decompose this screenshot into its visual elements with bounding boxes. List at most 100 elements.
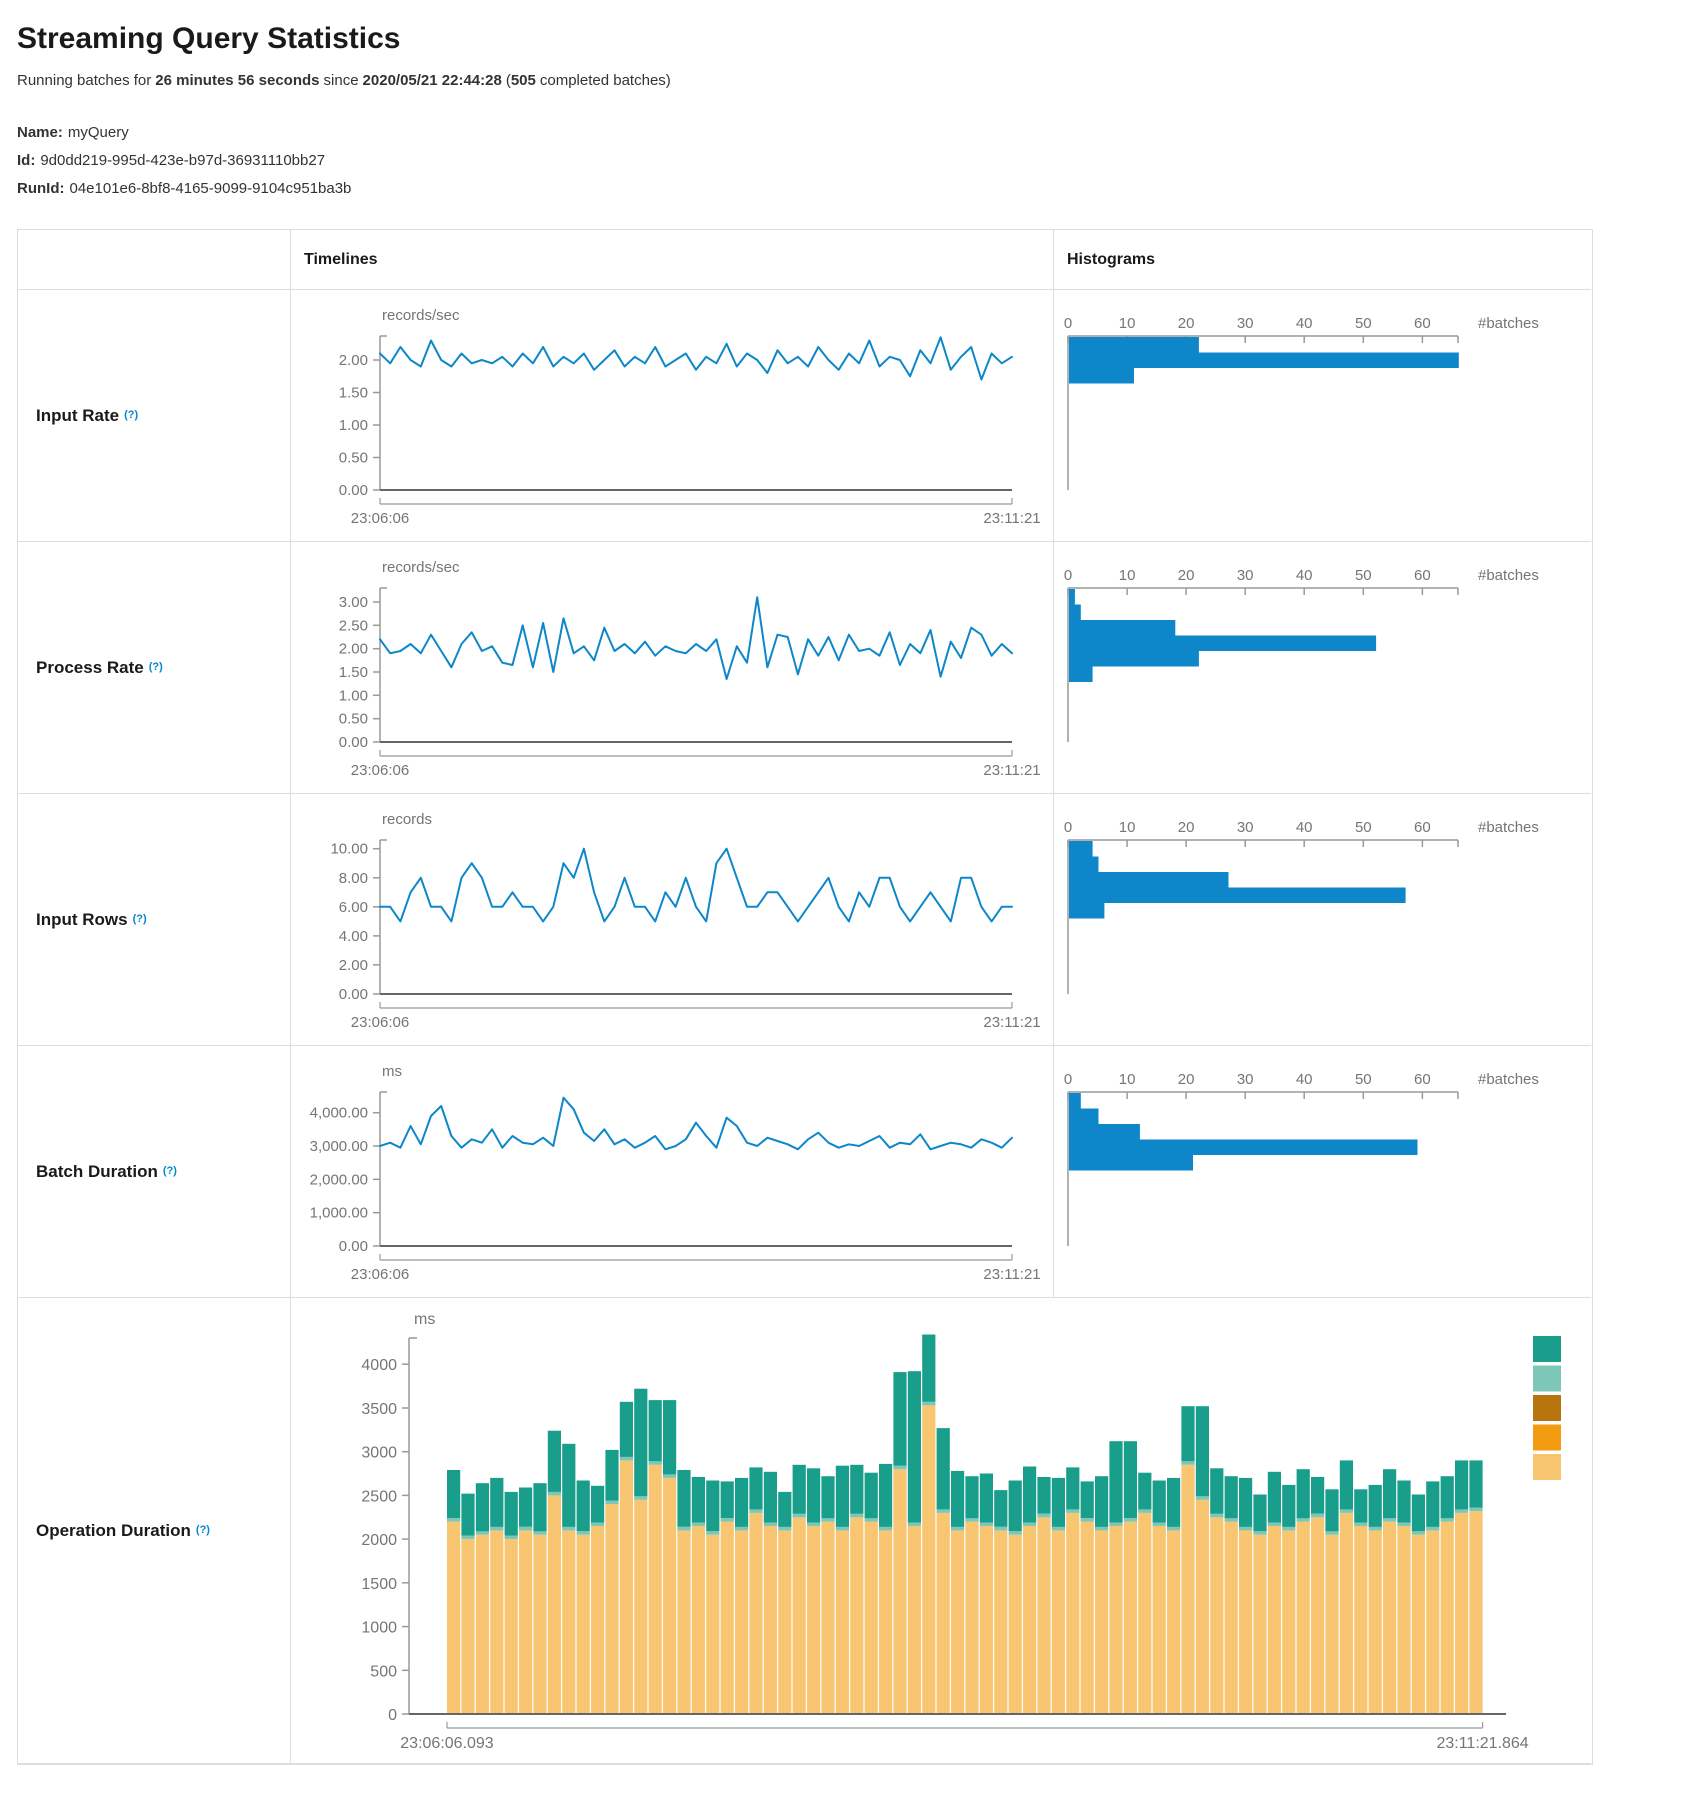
completed-batch-count: 505 [510, 72, 536, 89]
svg-text:3.00: 3.00 [339, 594, 368, 611]
svg-text:60: 60 [1414, 315, 1431, 332]
svg-text:23:06:06: 23:06:06 [351, 1266, 409, 1283]
statistics-table: Timelines Histograms Input Rate (?) recor… [17, 229, 1593, 1765]
svg-text:0: 0 [1064, 567, 1072, 584]
running-summary-text: Running batches for [17, 72, 152, 89]
svg-text:50: 50 [1355, 315, 1372, 332]
svg-text:10: 10 [1119, 819, 1136, 836]
input-rows-histogram-chart: 0 10 20 30 40 50 60 #batches [1054, 794, 1591, 1046]
svg-text:3500: 3500 [361, 1401, 397, 1418]
operation-duration-stacked-chart: ms 0 500 1000 1500 2000 2500 3000 3500 4000 23:06:… [291, 1298, 1591, 1764]
batch-duration-timeline-chart: ms 0.00 1,000.00 2,000.00 3,000.00 4,000.00 23… [291, 1046, 1054, 1298]
svg-text:2000: 2000 [361, 1532, 397, 1549]
query-runid-line: RunId: 04e101e6-8bf8-4165-9099-9104c951ba… [17, 175, 1693, 203]
svg-text:50: 50 [1355, 819, 1372, 836]
svg-text:4000: 4000 [361, 1357, 397, 1374]
svg-text:#batches: #batches [1478, 315, 1539, 332]
row-label-input-rows: Input Rows (?) [18, 794, 291, 1046]
header-histograms: Histograms [1054, 230, 1591, 290]
svg-text:1,000.00: 1,000.00 [310, 1205, 368, 1222]
svg-text:23:11:21: 23:11:21 [983, 762, 1040, 779]
running-summary: Running batches for 26 minutes 56 seconds… [17, 72, 1693, 89]
svg-text:50: 50 [1355, 567, 1372, 584]
start-timestamp: 2020/05/21 22:44:28 [362, 72, 502, 89]
process-rate-histogram-chart: 0 10 20 30 40 50 60 #batches [1054, 542, 1591, 794]
help-icon[interactable]: (?) [148, 660, 163, 673]
row-label-process-rate: Process Rate (?) [18, 542, 291, 794]
query-runid-label: RunId: [17, 180, 65, 197]
svg-text:2.00: 2.00 [339, 641, 368, 658]
query-id-value: 9d0dd219-995d-423e-b97d-36931110bb27 [40, 152, 326, 169]
svg-text:60: 60 [1414, 1071, 1431, 1088]
help-icon[interactable]: (?) [124, 408, 139, 421]
svg-text:0: 0 [1064, 1071, 1072, 1088]
svg-text:1.00: 1.00 [339, 417, 368, 434]
svg-text:23:06:06: 23:06:06 [351, 510, 409, 527]
svg-text:30: 30 [1237, 315, 1254, 332]
svg-text:8.00: 8.00 [339, 870, 368, 887]
svg-text:0.50: 0.50 [339, 450, 368, 467]
svg-text:4.00: 4.00 [339, 928, 368, 945]
input-rate-histogram-chart: 0 10 20 30 40 50 60 #batches [1054, 290, 1591, 542]
help-icon[interactable]: (?) [195, 1523, 210, 1536]
help-icon[interactable]: (?) [162, 1164, 177, 1177]
completed-batches-text: completed batches) [539, 72, 671, 89]
svg-text:1000: 1000 [361, 1620, 397, 1637]
svg-text:6.00: 6.00 [339, 899, 368, 916]
svg-text:0: 0 [1064, 315, 1072, 332]
svg-text:1.50: 1.50 [339, 664, 368, 681]
svg-text:0.00: 0.00 [339, 482, 368, 499]
svg-text:10: 10 [1119, 567, 1136, 584]
since-text: since [323, 72, 359, 89]
svg-text:20: 20 [1178, 567, 1195, 584]
svg-text:50: 50 [1355, 1071, 1372, 1088]
svg-text:records/sec: records/sec [382, 559, 460, 576]
svg-text:10: 10 [1119, 1071, 1136, 1088]
svg-text:4,000.00: 4,000.00 [310, 1105, 368, 1122]
row-label-operation-duration: Operation Duration (?) [18, 1298, 291, 1764]
svg-text:2500: 2500 [361, 1488, 397, 1505]
page-title: Streaming Query Statistics [17, 22, 401, 55]
svg-text:2.00: 2.00 [339, 957, 368, 974]
svg-text:0.00: 0.00 [339, 986, 368, 1003]
svg-text:23:11:21: 23:11:21 [983, 510, 1040, 527]
svg-text:#batches: #batches [1478, 819, 1539, 836]
svg-text:0: 0 [388, 1707, 397, 1724]
svg-text:2.00: 2.00 [339, 352, 368, 369]
svg-text:0.50: 0.50 [339, 711, 368, 728]
query-id-label: Id: [17, 152, 36, 169]
query-id-line: Id: 9d0dd219-995d-423e-b97d-36931110bb27 [17, 147, 1693, 175]
svg-text:23:06:06: 23:06:06 [351, 1014, 409, 1031]
paren-open: ( [505, 72, 511, 89]
svg-text:2.50: 2.50 [339, 617, 368, 634]
svg-text:#batches: #batches [1478, 567, 1539, 584]
help-icon[interactable]: (?) [132, 912, 147, 925]
svg-text:60: 60 [1414, 819, 1431, 836]
svg-text:10.00: 10.00 [330, 841, 368, 858]
svg-text:23:11:21: 23:11:21 [983, 1266, 1040, 1283]
svg-text:30: 30 [1237, 567, 1254, 584]
header-empty-cell [18, 230, 291, 290]
svg-text:ms: ms [414, 1311, 435, 1328]
svg-text:records: records [382, 811, 432, 828]
svg-text:2,000.00: 2,000.00 [310, 1171, 368, 1188]
input-rate-timeline-chart: records/sec 0.00 0.50 1.00 1.50 2.00 23:06:06 2… [291, 290, 1054, 542]
row-label-input-rate: Input Rate (?) [18, 290, 291, 542]
svg-text:records/sec: records/sec [382, 307, 460, 324]
legend-swatch [1533, 1365, 1561, 1392]
svg-text:10: 10 [1119, 315, 1136, 332]
svg-text:23:06:06: 23:06:06 [351, 762, 409, 779]
svg-text:0: 0 [1064, 819, 1072, 836]
query-metadata: Name: myQuery Id: 9d0dd219-995d-423e-b97d-… [17, 119, 1693, 203]
svg-text:23:06:06.093: 23:06:06.093 [400, 1735, 494, 1752]
svg-text:40: 40 [1296, 567, 1313, 584]
svg-text:23:11:21.864: 23:11:21.864 [1436, 1735, 1528, 1752]
svg-text:ms: ms [382, 1063, 402, 1080]
svg-text:3,000.00: 3,000.00 [310, 1138, 368, 1155]
process-rate-timeline-chart: records/sec 0.00 0.50 1.00 1.50 2.00 2.50 3.00 2… [291, 542, 1054, 794]
svg-text:#batches: #batches [1478, 1071, 1539, 1088]
svg-text:40: 40 [1296, 1071, 1313, 1088]
svg-text:3000: 3000 [361, 1445, 397, 1462]
svg-text:1.50: 1.50 [339, 385, 368, 402]
